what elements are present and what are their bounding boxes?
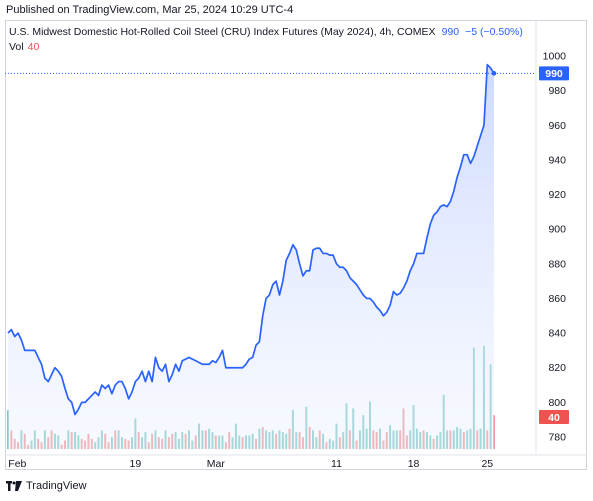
x-tick-label: Mar xyxy=(207,458,226,470)
x-tick-label: 25 xyxy=(481,458,493,470)
y-tick-label: 960 xyxy=(548,120,566,132)
price-line xyxy=(7,63,495,416)
y-tick-label: 980 xyxy=(548,85,566,97)
chart-pane[interactable] xyxy=(5,20,587,470)
y-tick-label: 860 xyxy=(548,293,566,305)
y-axis: 1000 980 960 940 920 900 880 860 840 820 800 780 xyxy=(543,51,567,444)
y-tick-label: 800 xyxy=(548,397,566,409)
x-tick-label: 19 xyxy=(130,458,142,470)
volume-badge-label: 40 xyxy=(548,412,560,424)
symbol-title: U.S. Midwest Domestic Hot-Rolled Coil St… xyxy=(9,26,436,38)
y-tick-label: 940 xyxy=(548,154,566,166)
x-axis: Feb 19 Mar 11 18 25 xyxy=(8,458,493,470)
tradingview-logo-icon xyxy=(6,481,22,491)
y-tick-label: 920 xyxy=(548,189,566,201)
volume-value: 40 xyxy=(27,41,40,53)
published-note: Published on TradingView.com, Mar 25, 20… xyxy=(6,4,294,16)
y-tick-label: 780 xyxy=(548,432,566,444)
last-price-dot xyxy=(491,71,497,76)
footer-brand[interactable]: TradingView xyxy=(6,480,87,492)
y-tick-label: 880 xyxy=(548,258,566,270)
y-tick-label: 1000 xyxy=(543,51,567,63)
x-tick-label: 11 xyxy=(331,458,342,470)
volume-label: Vol xyxy=(9,41,24,53)
y-tick-label: 840 xyxy=(548,328,566,340)
price-area xyxy=(8,64,494,449)
chart-legend: U.S. Midwest Domestic Hot-Rolled Coil St… xyxy=(9,26,523,38)
y-tick-label: 820 xyxy=(548,362,566,374)
price-badge: 990 xyxy=(539,66,569,81)
volume-badge: 40 xyxy=(539,410,569,424)
volume-legend: Vol 40 xyxy=(9,41,39,53)
x-tick-label: 18 xyxy=(408,458,420,470)
last-value: 990 xyxy=(441,26,460,38)
price-badge-label: 990 xyxy=(545,68,563,80)
brand-name: TradingView xyxy=(26,480,87,492)
y-tick-label: 900 xyxy=(548,224,566,236)
price-change: −5 (−0.50%) xyxy=(465,26,523,38)
x-tick-label: Feb xyxy=(8,458,26,470)
